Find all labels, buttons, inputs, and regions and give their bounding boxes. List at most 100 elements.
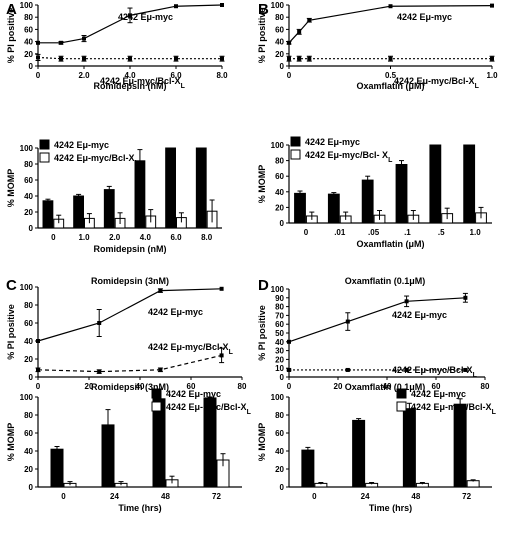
y-tick-label: 60: [24, 429, 33, 438]
y-tick-label: 80: [24, 160, 33, 169]
data-point: [404, 299, 409, 304]
x-tick-label: 1.0: [486, 71, 498, 80]
series-line-0: [37, 288, 222, 342]
chart-title: Oxamflatin (0.1μM): [345, 382, 426, 392]
y-tick-label: 60: [275, 172, 284, 181]
chart-title: Romidepsin (3nM): [91, 276, 169, 286]
series-line-1: [37, 56, 222, 60]
y-tick-label: 20: [275, 203, 284, 212]
bar-chart-1: 0 20 40 60 80 100 % MOMP 0 1.0 2.0 4.0 6.0 8.0 Romide…: [6, 139, 222, 254]
x-tick-label: 72: [462, 492, 471, 501]
series-label: 4242 Eμ-myc: [397, 12, 452, 22]
series-line-0: [288, 5, 493, 44]
legend-label: 4242 Eμ-myc: [166, 389, 221, 399]
bar-chart-7: Oxamflatin (0.1μM) 0 20 40 60 80 100 % MOMP 0 24 4…: [257, 382, 497, 513]
series-line-1: [37, 354, 222, 373]
data-point: [97, 321, 102, 325]
y-tick-label: 100: [271, 285, 285, 294]
y-tick-label: 60: [24, 25, 33, 34]
y-tick-label: 40: [24, 38, 33, 47]
bar: [361, 179, 374, 224]
y-tick-label: 80: [24, 301, 33, 310]
data-point: [82, 56, 86, 61]
bar: [429, 144, 442, 224]
y-tick-label: 60: [275, 429, 284, 438]
x-tick-label: 24: [110, 492, 119, 501]
x-axis-label: Romidepsin (nM): [94, 244, 167, 254]
y-tick-label: 80: [275, 13, 284, 22]
x-tick-label: 20: [334, 382, 343, 391]
series-line-0: [38, 4, 223, 44]
data-point: [297, 56, 302, 61]
y-tick-label: 100: [271, 1, 285, 10]
y-tick-label: 60: [275, 320, 284, 329]
line-chart-C: C Romidepsin (3nM) 0 20 40 60 80 100 % PI positi…: [6, 276, 247, 391]
bar: [195, 147, 207, 229]
bar: [50, 448, 64, 488]
bar: [103, 189, 115, 229]
y-tick-label: 100: [271, 141, 285, 150]
data-point: [463, 295, 468, 300]
y-tick-label: 40: [275, 188, 284, 197]
data-point: [345, 367, 350, 372]
y-tick-label: 0: [29, 373, 34, 382]
x-tick-label: 0: [36, 71, 41, 80]
data-point: [388, 56, 393, 61]
y-axis-label: % PI positive: [6, 8, 16, 64]
data-point: [82, 36, 86, 41]
bar: [165, 147, 176, 229]
data-point: [287, 367, 291, 372]
y-tick-label: 40: [275, 338, 284, 347]
bar: [395, 164, 408, 224]
y-tick-label: 80: [275, 411, 284, 420]
y-tick-label: 40: [24, 337, 33, 346]
x-axis-label: Time (hrs): [118, 503, 161, 513]
legend-swatch: [39, 152, 50, 163]
y-tick-label: 40: [275, 447, 284, 456]
bar: [152, 398, 166, 488]
y-tick-label: 100: [20, 283, 34, 292]
data-point: [219, 353, 224, 358]
bar: [463, 144, 476, 224]
legend-swatch: [151, 401, 162, 412]
bar-chart-5: Romidepsin (3nM) 0 20 40 60 80 100 % MOMP 0 24 48 7…: [6, 382, 252, 513]
y-axis-label: % MOMP: [257, 165, 267, 204]
y-tick-label: 0: [280, 373, 285, 382]
data-point: [97, 369, 102, 374]
data-point: [174, 56, 178, 61]
panel-letter: B: [258, 1, 269, 18]
legend-label: 4242 Eμ-myc/Bcl-XL: [54, 153, 140, 167]
y-tick-label: 60: [275, 25, 284, 34]
bar: [73, 195, 85, 229]
x-tick-label: 1.0: [470, 228, 482, 237]
y-tick-label: 20: [275, 465, 284, 474]
panel-letter: C: [6, 277, 17, 294]
data-point: [345, 319, 350, 324]
x-tick-label: .01: [334, 228, 346, 237]
y-axis-label: % MOMP: [6, 169, 16, 208]
line-chart-B: B 0 20 40 60 80 100 % PI positive 0 0.5 1.0 Oxamfla…: [257, 1, 498, 91]
data-point: [36, 339, 40, 343]
x-tick-label: 60: [187, 382, 196, 391]
x-tick-label: 6.0: [170, 233, 182, 242]
y-axis-label: % PI positive: [6, 304, 16, 360]
data-point: [220, 56, 224, 61]
x-tick-label: 4.0: [124, 71, 136, 80]
chart-title: Oxamflatin (0.1μM): [345, 276, 426, 286]
y-tick-label: 40: [24, 192, 33, 201]
y-tick-label: 0: [29, 483, 34, 492]
y-tick-label: 80: [24, 411, 33, 420]
x-axis-label: Time (hrs): [369, 503, 412, 513]
data-point: [307, 18, 312, 23]
y-tick-label: 20: [24, 50, 33, 59]
bar: [327, 193, 340, 224]
y-axis-label: % MOMP: [257, 423, 267, 462]
bar: [453, 403, 467, 488]
legend-swatch: [290, 149, 301, 160]
x-tick-label: 0: [51, 233, 56, 242]
x-tick-label: 6.0: [170, 71, 182, 80]
x-tick-label: 0: [36, 382, 41, 391]
data-point: [36, 55, 40, 60]
y-tick-label: 20: [24, 355, 33, 364]
bar: [352, 419, 366, 488]
